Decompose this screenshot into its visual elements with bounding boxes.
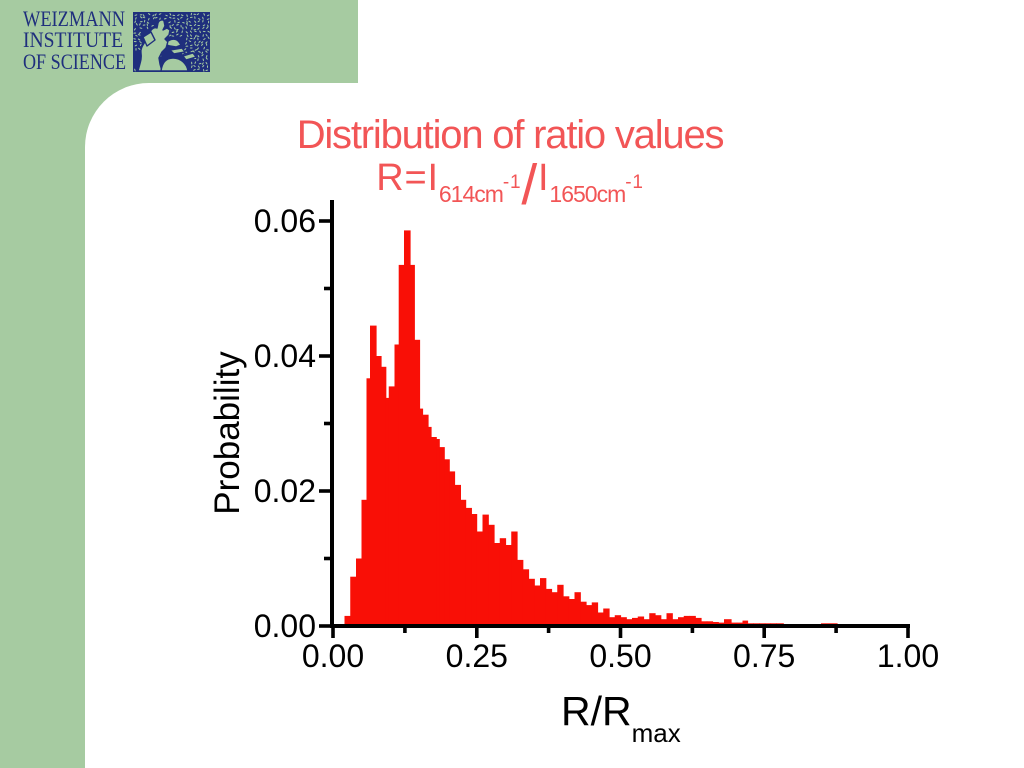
svg-text:0.50: 0.50 bbox=[589, 638, 651, 674]
svg-text:1.00: 1.00 bbox=[877, 638, 939, 674]
svg-text:0.06: 0.06 bbox=[254, 203, 316, 239]
svg-text:0.75: 0.75 bbox=[733, 638, 795, 674]
svg-text:0.00: 0.00 bbox=[302, 638, 364, 674]
svg-text:0.04: 0.04 bbox=[254, 338, 316, 374]
svg-text:0.25: 0.25 bbox=[446, 638, 508, 674]
svg-text:Probability: Probability bbox=[208, 351, 247, 515]
svg-text:0.00: 0.00 bbox=[254, 608, 316, 644]
svg-text:R/Rmax: R/Rmax bbox=[561, 688, 681, 748]
svg-text:0.02: 0.02 bbox=[254, 473, 316, 509]
